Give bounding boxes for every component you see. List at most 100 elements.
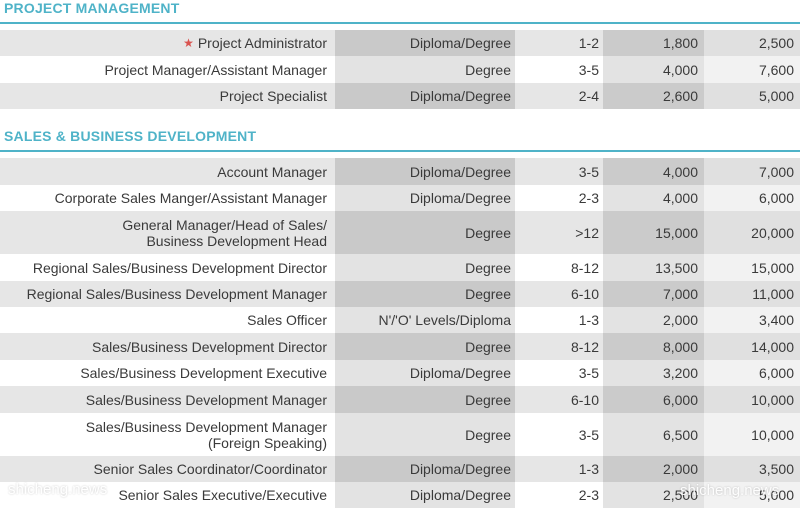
max-salary-cell: 5,000 <box>704 83 800 109</box>
qualification-cell: Degree <box>335 281 515 307</box>
job-title: Sales/Business Development Manager <box>85 391 327 408</box>
job-title: Corporate Sales Manger/Assistant Manager <box>54 190 327 206</box>
watermark: shicheng.news <box>8 481 108 498</box>
qualification-cell: Degree <box>335 56 515 83</box>
watermark: shicheng.news <box>680 482 780 499</box>
experience-cell: 3-5 <box>578 163 599 180</box>
star-icon: ★ <box>183 36 194 50</box>
job-title-cell: Sales/Business Development Manager <box>0 386 335 413</box>
experience-cell: >12 <box>575 224 599 241</box>
min-salary-cell: 15,000 <box>603 211 704 254</box>
table-row: Account Manager Diploma/Degree 3-5 4,000 7,0… <box>0 158 800 185</box>
table-row: Sales Officer N'/'O' Levels/Diploma 1-3 2,0… <box>0 307 800 333</box>
max-salary-cell: 3,500 <box>704 456 800 482</box>
job-title: Senior Sales Coordinator/Coordinator <box>93 461 327 477</box>
experience-cell: 3-5 <box>578 365 599 381</box>
section-title: SALES & BUSINESS DEVELOPMENT <box>4 128 257 144</box>
min-salary-cell: 13,500 <box>603 254 704 281</box>
experience-cell: 6-10 <box>570 391 599 408</box>
table-row: Project Manager/Assistant Manager Degree 3… <box>0 56 800 83</box>
experience-cell: 8-12 <box>570 259 599 276</box>
job-title-cell: Senior Sales Executive/Executive <box>0 482 335 508</box>
job-title-cell: Account Manager <box>0 158 335 185</box>
min-salary-cell: 7,000 <box>603 281 704 307</box>
qualification-cell: Degree <box>335 254 515 281</box>
experience-cell: 2-4 <box>578 88 599 104</box>
job-title-line1: General Manager/Head of Sales/ <box>122 216 327 233</box>
experience-cell: 1-3 <box>578 461 599 477</box>
experience-cell: 2-3 <box>578 190 599 206</box>
max-salary-cell: 20,000 <box>704 211 800 254</box>
experience-cell: 1-2 <box>578 35 599 51</box>
max-salary-cell: 11,000 <box>704 281 800 307</box>
max-salary-cell: 10,000 <box>704 386 800 413</box>
job-title: Regional Sales/Business Development Dire… <box>32 259 327 276</box>
max-salary-cell: 6,000 <box>704 185 800 211</box>
max-salary-cell: 6,000 <box>704 360 800 386</box>
qualification-cell: Degree <box>335 386 515 413</box>
min-salary-cell: 8,000 <box>603 333 704 360</box>
max-salary-cell: 7,600 <box>704 56 800 83</box>
table-row: General Manager/Head of Sales/Business D… <box>0 211 800 254</box>
job-title: Account Manager <box>217 163 327 180</box>
experience-cell: 8-12 <box>570 338 599 355</box>
table-row: ★ Project Administrator Diploma/Degree 1-2 1… <box>0 30 800 56</box>
min-salary-cell: 1,800 <box>603 30 704 56</box>
qualification-cell: Diploma/Degree <box>335 456 515 482</box>
max-salary-cell: 15,000 <box>704 254 800 281</box>
job-title-line2: Business Development Head <box>146 232 327 249</box>
table-row: Sales/Business Development Executive Dipl… <box>0 360 800 386</box>
table-row: Sales/Business Development Director Degre… <box>0 333 800 360</box>
job-title: Project Specialist <box>219 88 327 104</box>
job-title-cell: Sales Officer <box>0 307 335 333</box>
qualification-cell: Degree <box>335 413 515 456</box>
min-salary-cell: 2,000 <box>603 307 704 333</box>
job-title-cell: Regional Sales/Business Development Dire… <box>0 254 335 281</box>
job-title-cell: General Manager/Head of Sales/Business D… <box>0 211 335 254</box>
table-row: Sales/Business Development Manager Degree… <box>0 386 800 413</box>
max-salary-cell: 3,400 <box>704 307 800 333</box>
job-title-cell: ★ Project Administrator <box>0 30 335 56</box>
job-title-cell: Sales/Business Development Manager (Forei… <box>0 413 335 456</box>
qualification-cell: Diploma/Degree <box>335 30 515 56</box>
qualification-cell: Diploma/Degree <box>335 482 515 508</box>
job-title: Project Administrator <box>197 35 327 51</box>
job-title: Sales/Business Development Executive <box>80 365 327 381</box>
job-title: Sales/Business Development Director <box>92 338 327 355</box>
table-row: Corporate Sales Manger/Assistant Manager… <box>0 185 800 211</box>
experience-cell: 3-5 <box>578 426 599 443</box>
table-row: Regional Sales/Business Development Mana… <box>0 281 800 307</box>
job-title: Sales Officer <box>247 312 327 328</box>
qualification-cell: Diploma/Degree <box>335 185 515 211</box>
section-title: PROJECT MANAGEMENT <box>4 0 180 16</box>
experience-cell: 1-3 <box>578 312 599 328</box>
table-row: Sales/Business Development Manager (Forei… <box>0 413 800 456</box>
min-salary-cell: 2,000 <box>603 456 704 482</box>
job-title-cell: Corporate Sales Manger/Assistant Manager <box>0 185 335 211</box>
max-salary-cell: 14,000 <box>704 333 800 360</box>
job-title-cell: Sales/Business Development Director <box>0 333 335 360</box>
min-salary-cell: 4,000 <box>603 185 704 211</box>
qualification-cell: Degree <box>335 211 515 254</box>
min-salary-cell: 6,000 <box>603 386 704 413</box>
qualification-cell: Diploma/Degree <box>335 360 515 386</box>
section-divider <box>0 22 800 24</box>
job-title: Senior Sales Executive/Executive <box>118 487 327 503</box>
max-salary-cell: 2,500 <box>704 30 800 56</box>
job-title: General Manager/Head of Sales/Business D… <box>122 217 327 249</box>
job-title-line2: (Foreign Speaking) <box>207 434 327 451</box>
experience-cell: 3-5 <box>578 61 599 78</box>
job-title-line1: Sales/Business Development Manager <box>85 418 327 435</box>
job-title-cell: Regional Sales/Business Development Mana… <box>0 281 335 307</box>
min-salary-cell: 3,200 <box>603 360 704 386</box>
qualification-cell: Degree <box>335 333 515 360</box>
job-title-cell: Project Manager/Assistant Manager <box>0 56 335 83</box>
qualification-cell: Diploma/Degree <box>335 83 515 109</box>
qualification-cell: Diploma/Degree <box>335 158 515 185</box>
job-title: Project Manager/Assistant Manager <box>104 61 327 78</box>
min-salary-cell: 2,600 <box>603 83 704 109</box>
min-salary-cell: 4,000 <box>603 158 704 185</box>
table-row: Senior Sales Coordinator/Coordinator Dipl… <box>0 456 800 482</box>
max-salary-cell: 10,000 <box>704 413 800 456</box>
job-title-cell: Sales/Business Development Executive <box>0 360 335 386</box>
